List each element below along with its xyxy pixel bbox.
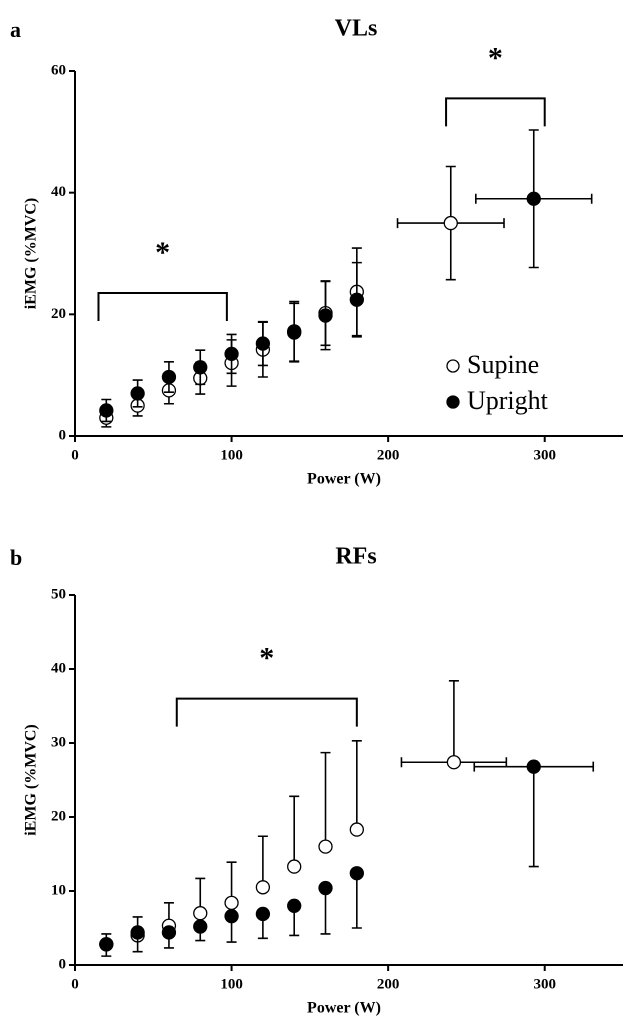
- marker: [224, 895, 239, 910]
- chart-title: VLs: [335, 16, 378, 42]
- marker: [99, 403, 114, 418]
- marker: [255, 880, 271, 895]
- error-bar: [351, 872, 362, 929]
- panel-label: b: [10, 545, 22, 570]
- marker: [224, 346, 239, 362]
- marker: [224, 909, 239, 924]
- x-tick-label: 100: [220, 447, 243, 463]
- legend-marker: [446, 359, 460, 373]
- y-tick-label: 50: [51, 586, 66, 602]
- error-bar: [351, 739, 362, 831]
- marker: [526, 759, 541, 774]
- y-tick-label: 40: [51, 184, 66, 200]
- x-tick-label: 200: [377, 976, 400, 992]
- marker: [443, 215, 458, 231]
- error-bar: [320, 751, 331, 848]
- marker: [255, 906, 271, 922]
- marker: [193, 360, 208, 375]
- y-tick-label: 40: [51, 660, 66, 676]
- legend-label: Upright: [467, 386, 549, 415]
- x-axis-label: Power (W): [307, 471, 381, 488]
- x-tick-label: 300: [533, 976, 556, 992]
- y-tick-label: 20: [51, 808, 66, 824]
- marker: [99, 937, 114, 952]
- y-tick-label: 10: [51, 882, 66, 898]
- marker: [287, 325, 302, 340]
- marker: [193, 919, 208, 934]
- annotation: *: [155, 236, 170, 269]
- y-tick-label: 0: [59, 956, 67, 972]
- bracket: [445, 97, 546, 127]
- annotation: *: [259, 641, 274, 674]
- marker: [318, 308, 333, 323]
- panel-label: a: [10, 17, 21, 42]
- error-bar: [257, 835, 268, 889]
- error-bar: [528, 765, 539, 868]
- chart-title: RFs: [335, 544, 376, 570]
- marker: [318, 839, 333, 854]
- legend-marker: [446, 395, 460, 409]
- y-tick-label: 20: [51, 306, 66, 322]
- marker: [130, 925, 145, 940]
- bracket: [175, 697, 358, 727]
- marker: [318, 880, 333, 896]
- marker: [526, 191, 541, 206]
- x-tick-label: 0: [71, 447, 79, 463]
- error-bar: [448, 680, 459, 764]
- x-tick-label: 0: [71, 976, 79, 992]
- marker: [193, 906, 208, 921]
- x-tick-label: 200: [377, 447, 400, 463]
- error-bar: [289, 795, 300, 868]
- marker: [130, 386, 145, 401]
- marker: [161, 925, 177, 940]
- marker: [446, 755, 462, 770]
- legend-label: Supine: [467, 350, 539, 379]
- marker: [287, 859, 302, 874]
- y-tick-label: 30: [51, 734, 66, 750]
- bracket: [97, 292, 228, 322]
- marker: [349, 866, 364, 881]
- marker: [349, 822, 364, 837]
- y-axis-label: iEMG (%MVC): [23, 724, 40, 836]
- y-tick-label: 0: [59, 427, 67, 443]
- y-tick-label: 60: [51, 62, 66, 78]
- x-axis-label: Power (W): [307, 1000, 381, 1017]
- marker: [287, 898, 302, 913]
- marker: [349, 292, 364, 307]
- marker: [161, 369, 177, 385]
- x-tick-label: 300: [533, 447, 556, 463]
- marker: [255, 336, 271, 351]
- x-tick-label: 100: [220, 976, 243, 992]
- annotation: *: [488, 41, 503, 74]
- y-axis-label: iEMG (%MVC): [23, 198, 40, 310]
